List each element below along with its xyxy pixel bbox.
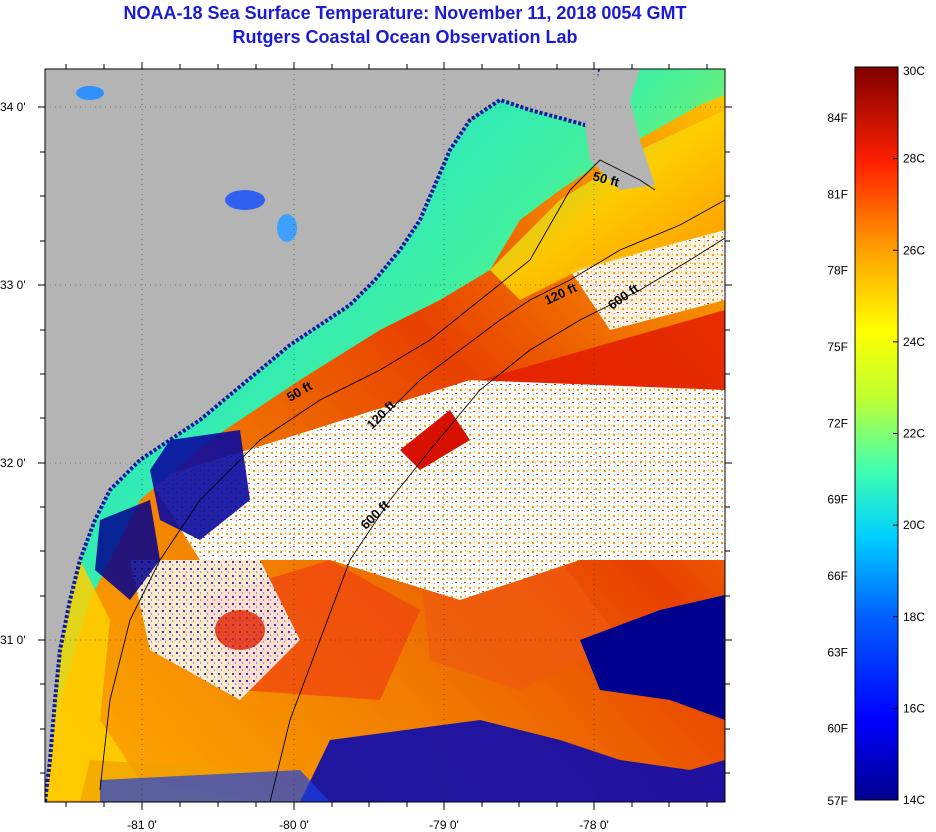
cold-patch	[150, 430, 250, 540]
colorbar-celsius-label: 16C	[903, 701, 925, 715]
colorbar-fahrenheit-label: 57F	[827, 794, 848, 808]
colorbar-celsius-label: 28C	[903, 152, 925, 166]
colorbar-fahrenheit-label: 69F	[827, 493, 848, 507]
lat-label: 34 0'	[0, 100, 26, 114]
map-subtitle: Rutgers Coastal Ocean Observation Lab	[232, 27, 578, 47]
colorbar-celsius-label: 20C	[903, 518, 925, 532]
cold-patch-se	[580, 595, 725, 720]
lake	[76, 86, 104, 100]
colorbar-fahrenheit-label: 63F	[827, 645, 848, 659]
colorbar-fahrenheit-label: 72F	[827, 416, 848, 430]
land	[45, 69, 600, 802]
colorbar-fahrenheit-label: 66F	[827, 569, 848, 583]
lon-label: -78 0'	[579, 818, 609, 832]
lon-label: -80 0'	[279, 818, 309, 832]
colorbar-fahrenheit-label: 84F	[827, 111, 848, 125]
colorbar-celsius-label: 24C	[903, 335, 925, 349]
colorbar-fahrenheit-label: 81F	[827, 187, 848, 201]
colorbar-fahrenheit-label: 60F	[827, 722, 848, 736]
lat-label: 31 0'	[0, 633, 26, 647]
colorbar-fahrenheit-label: 75F	[827, 340, 848, 354]
map-title: NOAA-18 Sea Surface Temperature: Novembe…	[123, 3, 687, 23]
colorbar-celsius-label: 14C	[903, 793, 925, 807]
colorbar-celsius-label: 18C	[903, 610, 925, 624]
map-frame	[44, 68, 726, 803]
lon-label: -81 0'	[127, 818, 157, 832]
isobath-50ft	[99, 159, 656, 791]
colorbar-celsius-label: 26C	[903, 243, 925, 257]
colorbar-fahrenheit-label: 78F	[827, 264, 848, 278]
axis-ticks	[38, 62, 732, 810]
graticule	[45, 69, 725, 802]
isobath-600ft	[269, 237, 725, 802]
isobath-120ft	[379, 199, 725, 421]
lat-label: 32 0'	[0, 456, 26, 470]
lat-label: 33 0'	[0, 278, 26, 292]
colorbar-gradient	[854, 66, 899, 801]
lon-label: -79 0'	[429, 818, 459, 832]
colorbar-celsius-label: 22C	[903, 427, 925, 441]
colorbar-celsius-label: 30C	[903, 64, 925, 78]
isobath-label: 50 ft	[591, 168, 621, 190]
